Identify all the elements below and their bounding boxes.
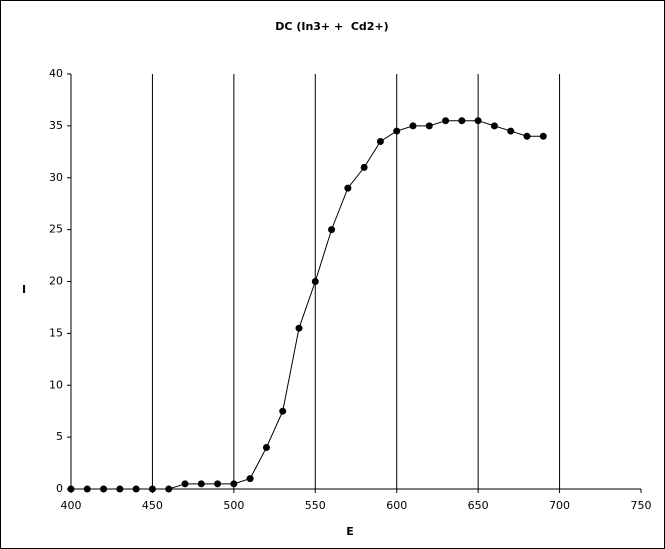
point [148, 485, 156, 493]
point [246, 475, 254, 483]
point [409, 122, 417, 130]
y-tick-label: 15 [49, 326, 63, 339]
x-tick-label: 550 [305, 499, 326, 512]
point [181, 480, 189, 488]
point [507, 127, 515, 135]
x-axis-label: E [346, 525, 354, 538]
x-tick-label: 650 [468, 499, 489, 512]
point [295, 324, 303, 332]
x-tick-label: 750 [631, 499, 652, 512]
y-tick-label: 5 [56, 430, 63, 443]
y-axis-label: I [22, 283, 26, 296]
x-tick-label: 600 [386, 499, 407, 512]
y-tick-label: 0 [56, 482, 63, 495]
y-tick-label: 20 [49, 275, 63, 288]
point [132, 485, 140, 493]
point [490, 122, 498, 130]
point [100, 485, 108, 493]
point [539, 132, 547, 140]
y-tick-label: 25 [49, 223, 63, 236]
y-tick-label: 40 [49, 67, 63, 80]
point [376, 137, 384, 145]
point [116, 485, 124, 493]
point [214, 480, 222, 488]
point [279, 407, 287, 415]
x-tick-label: 700 [549, 499, 570, 512]
x-tick-label: 450 [142, 499, 163, 512]
point [393, 127, 401, 135]
y-tick-label: 10 [49, 378, 63, 391]
point [360, 163, 368, 171]
point [262, 444, 270, 451]
point [474, 117, 482, 125]
y-tick-label: 35 [49, 119, 63, 132]
point [458, 117, 466, 125]
point [523, 132, 531, 140]
point [83, 485, 91, 493]
point [165, 485, 173, 493]
x-tick-label: 500 [223, 499, 244, 512]
point [230, 480, 238, 488]
point [197, 480, 205, 488]
point [67, 485, 75, 493]
point [425, 122, 433, 130]
x-tick-label: 400 [61, 499, 82, 512]
point [442, 117, 450, 125]
y-tick-label: 30 [49, 171, 63, 184]
chart-title: DC (In3+ + Cd2+) [275, 20, 388, 33]
point [344, 184, 352, 192]
point [328, 226, 336, 234]
point [311, 278, 319, 285]
